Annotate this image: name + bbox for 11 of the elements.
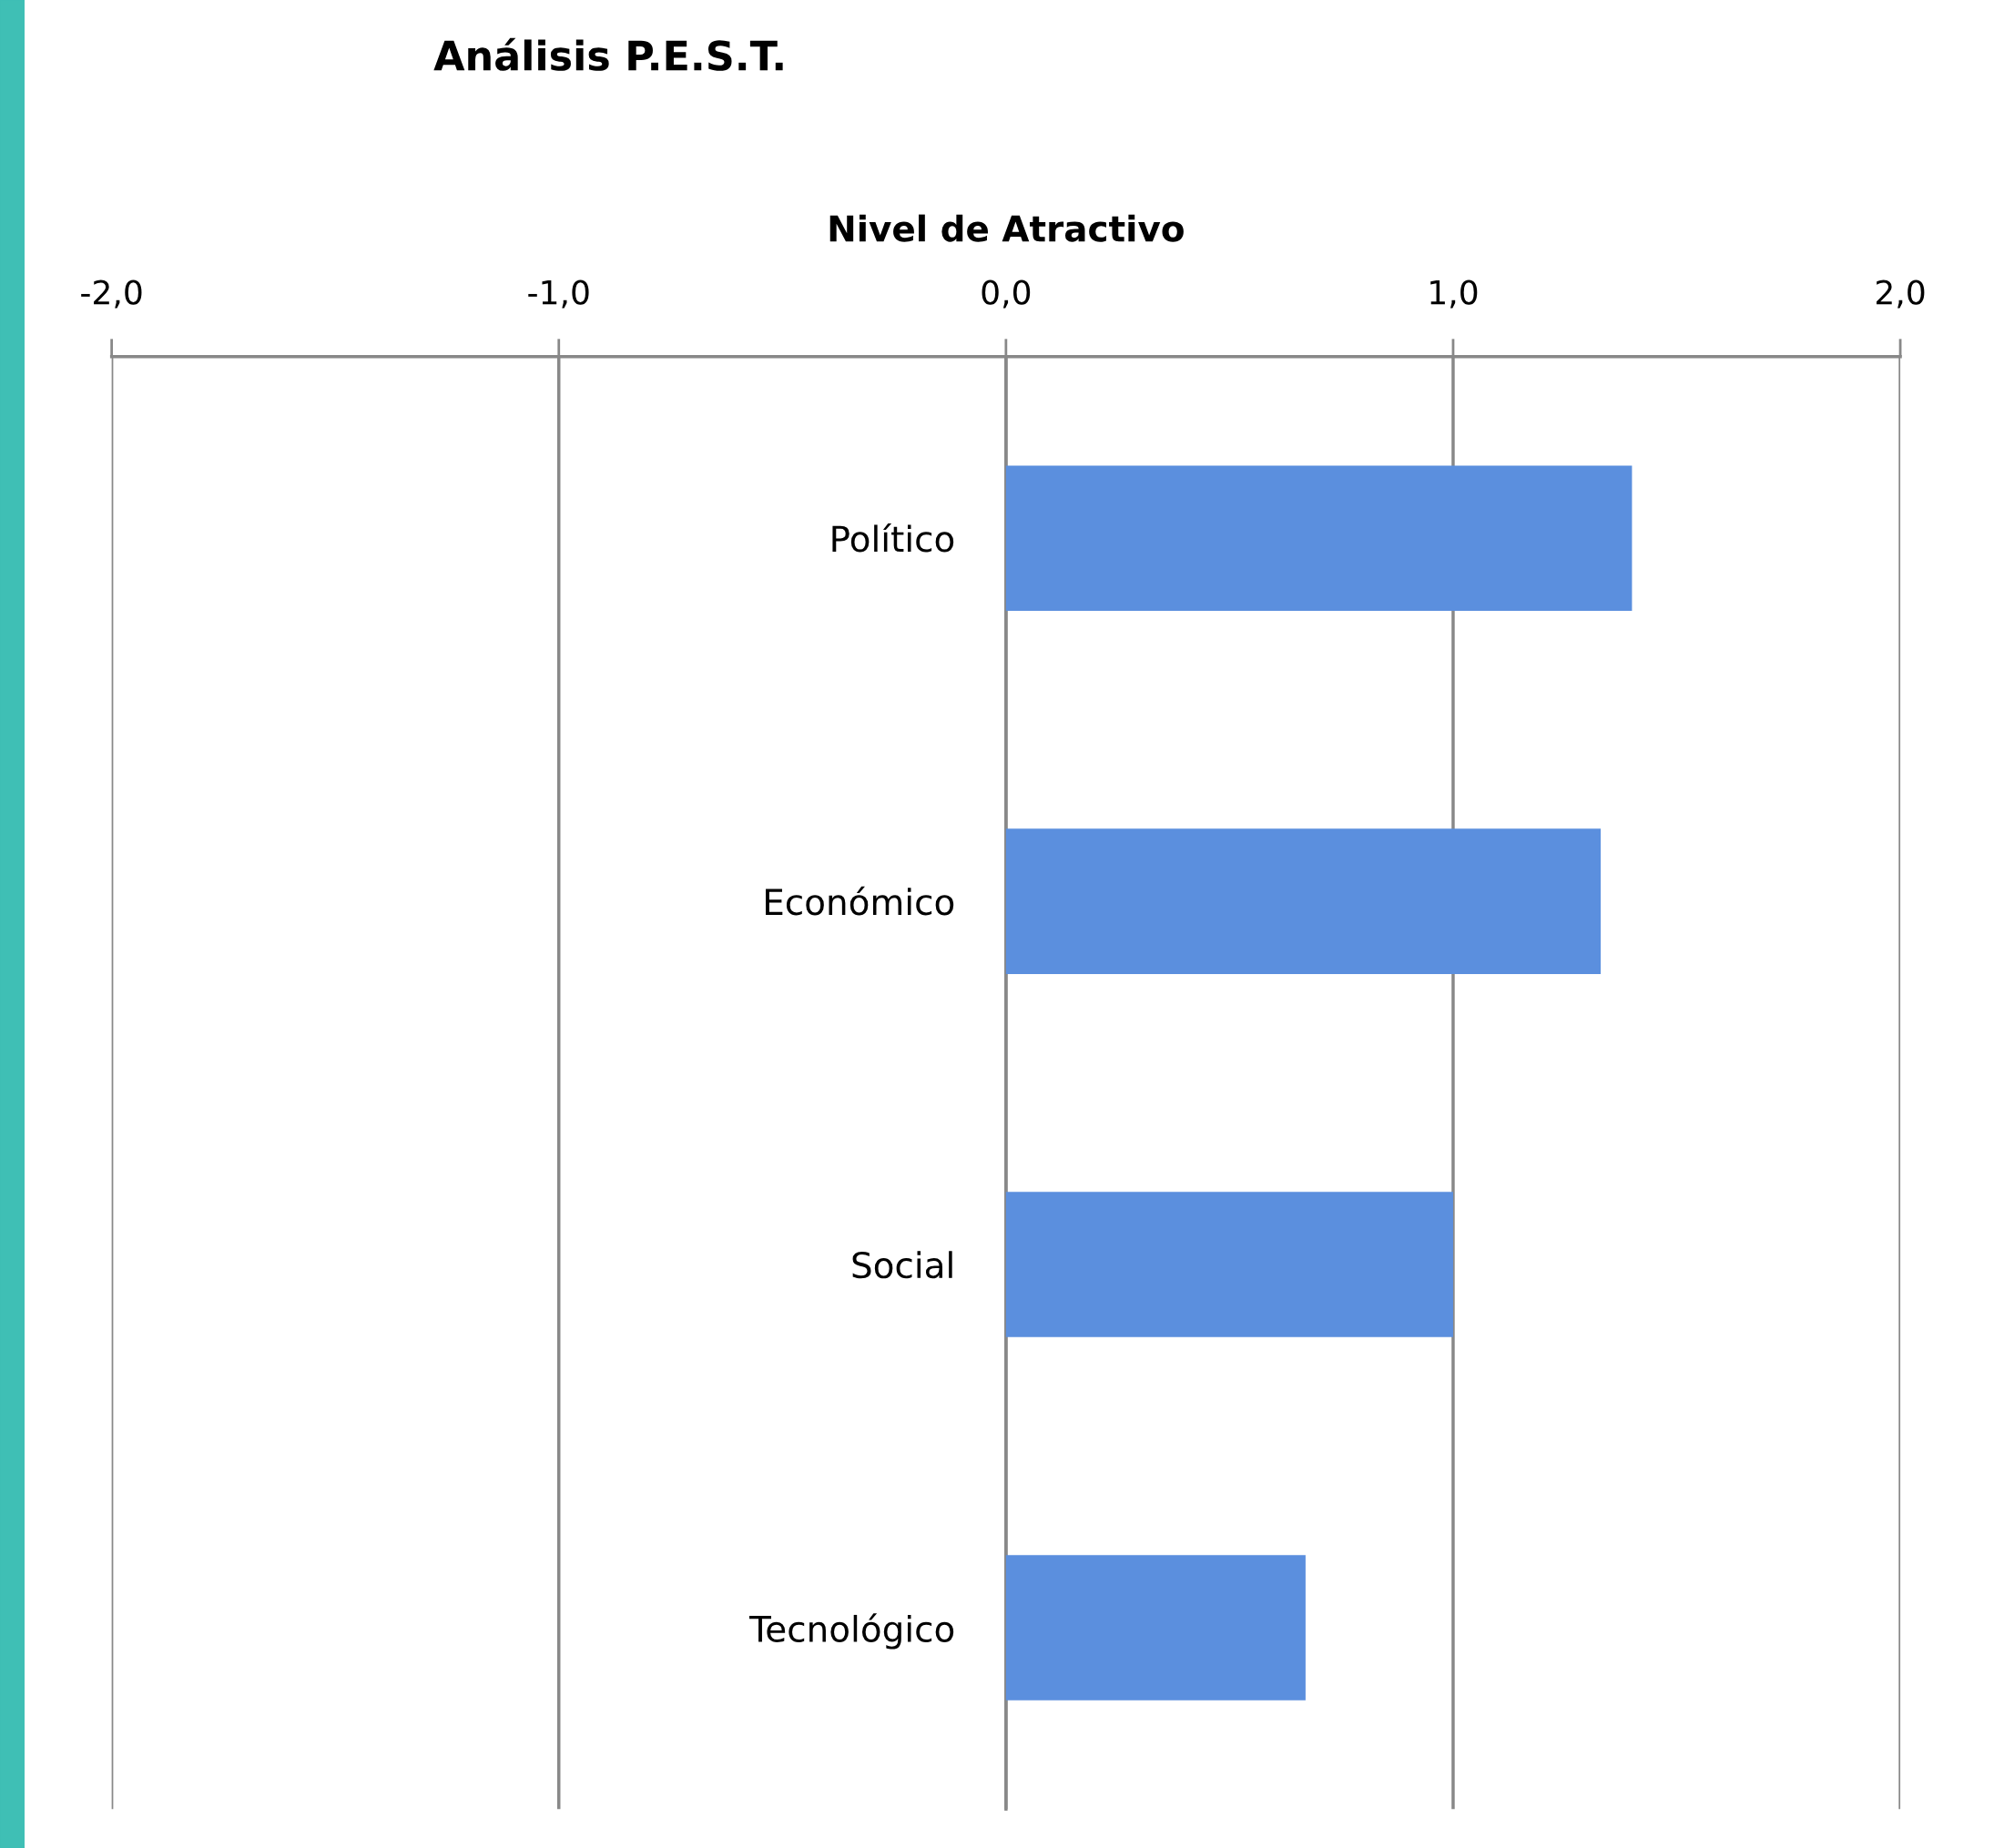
x-tick-label: 0,0 <box>982 279 1031 309</box>
x-tick-label: -2,0 <box>81 279 142 309</box>
y-tick-label: Social <box>852 1251 952 1279</box>
chart-title: Análisis P.E.S.T. <box>433 37 783 71</box>
y-tick-label: Tecnológico <box>749 1613 954 1650</box>
y-tick-label: Económico <box>766 886 954 916</box>
x-tick-label: 1,0 <box>1430 279 1478 309</box>
y-tick-label: Político <box>832 523 954 553</box>
x-axis-title: Nivel de Atractivo <box>829 214 1184 242</box>
x-tick-label: -1,0 <box>528 279 589 309</box>
x-tick-label: 2,0 <box>1877 279 1925 309</box>
